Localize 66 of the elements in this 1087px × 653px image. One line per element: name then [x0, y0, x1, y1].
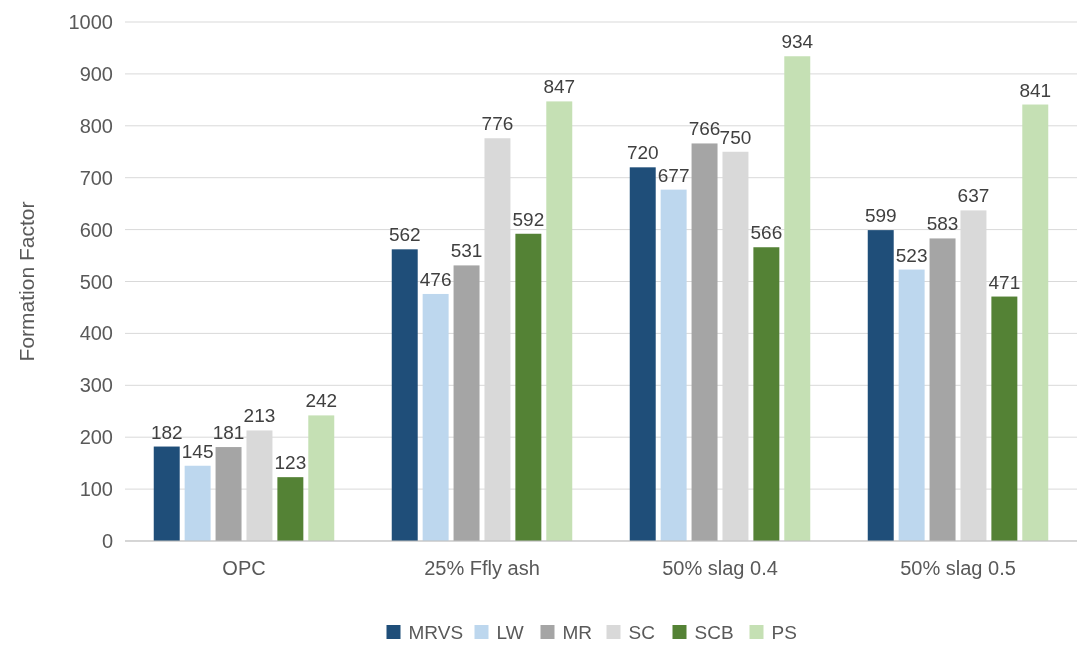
data-label: 562: [388, 224, 421, 246]
data-label: 934: [781, 31, 814, 53]
data-label: 145: [181, 440, 214, 462]
y-tick-label: 500: [79, 270, 113, 293]
bar: [660, 189, 687, 541]
bar: [215, 447, 242, 541]
bar: [1022, 104, 1049, 541]
bar: [691, 143, 718, 541]
bar: [515, 233, 542, 541]
y-tick-label: 800: [79, 114, 113, 137]
bar: [308, 415, 335, 541]
y-tick-label: 1000: [68, 11, 113, 33]
data-label: 637: [957, 185, 990, 207]
bar: [153, 446, 180, 541]
data-label: 841: [1019, 79, 1052, 101]
y-tick-label: 0: [101, 530, 113, 552]
legend-label: MRVS: [408, 621, 464, 643]
x-tick-label: OPC: [222, 557, 266, 579]
data-label: 592: [512, 208, 545, 230]
legend-label: MR: [562, 621, 593, 643]
y-axis-title: Formation Factor: [15, 201, 38, 362]
data-label: 531: [450, 240, 483, 262]
x-tick-label: 25% Ffly ash: [424, 557, 540, 579]
data-label: 523: [895, 244, 928, 266]
data-label: 583: [926, 213, 959, 235]
data-label: 182: [150, 421, 183, 443]
data-label: 766: [688, 118, 721, 140]
bar: [629, 167, 656, 541]
data-label: 471: [988, 271, 1021, 293]
data-label: 213: [243, 405, 276, 427]
data-label: 847: [543, 76, 576, 98]
y-tick-label: 400: [79, 322, 113, 345]
data-label: 566: [750, 222, 783, 244]
bar: [391, 249, 418, 541]
bar: [867, 230, 894, 541]
bar: [784, 56, 811, 541]
x-tick-label: 50% slag 0.4: [662, 557, 778, 579]
y-tick-label: 700: [79, 166, 113, 189]
data-label: 476: [419, 268, 452, 290]
data-label: 750: [719, 126, 752, 148]
legend-label: LW: [496, 621, 524, 643]
legend-label: PS: [771, 621, 797, 643]
y-tick-label: 600: [79, 218, 113, 241]
legend-label: SC: [628, 621, 655, 643]
y-tick-label: 900: [79, 62, 113, 85]
legend-label: SCB: [694, 621, 734, 643]
y-tick-label: 100: [79, 478, 113, 501]
x-tick-label: 50% slag 0.5: [900, 557, 1016, 579]
bar: [546, 101, 573, 541]
data-label: 242: [305, 390, 338, 412]
bar: [422, 293, 449, 541]
bar: [929, 238, 956, 541]
data-label: 181: [212, 422, 245, 444]
data-label: 123: [274, 452, 307, 474]
data-label: 599: [864, 205, 897, 227]
bar: [898, 269, 925, 541]
bar: [453, 265, 480, 541]
bar: [753, 247, 780, 541]
bar: [991, 296, 1018, 541]
data-label: 720: [626, 142, 659, 164]
y-tick-label: 300: [79, 374, 113, 397]
bar: [277, 477, 304, 541]
data-label: 776: [481, 113, 514, 135]
y-tick-label: 200: [79, 426, 113, 449]
bar: [184, 465, 211, 541]
data-label: 677: [657, 164, 690, 186]
